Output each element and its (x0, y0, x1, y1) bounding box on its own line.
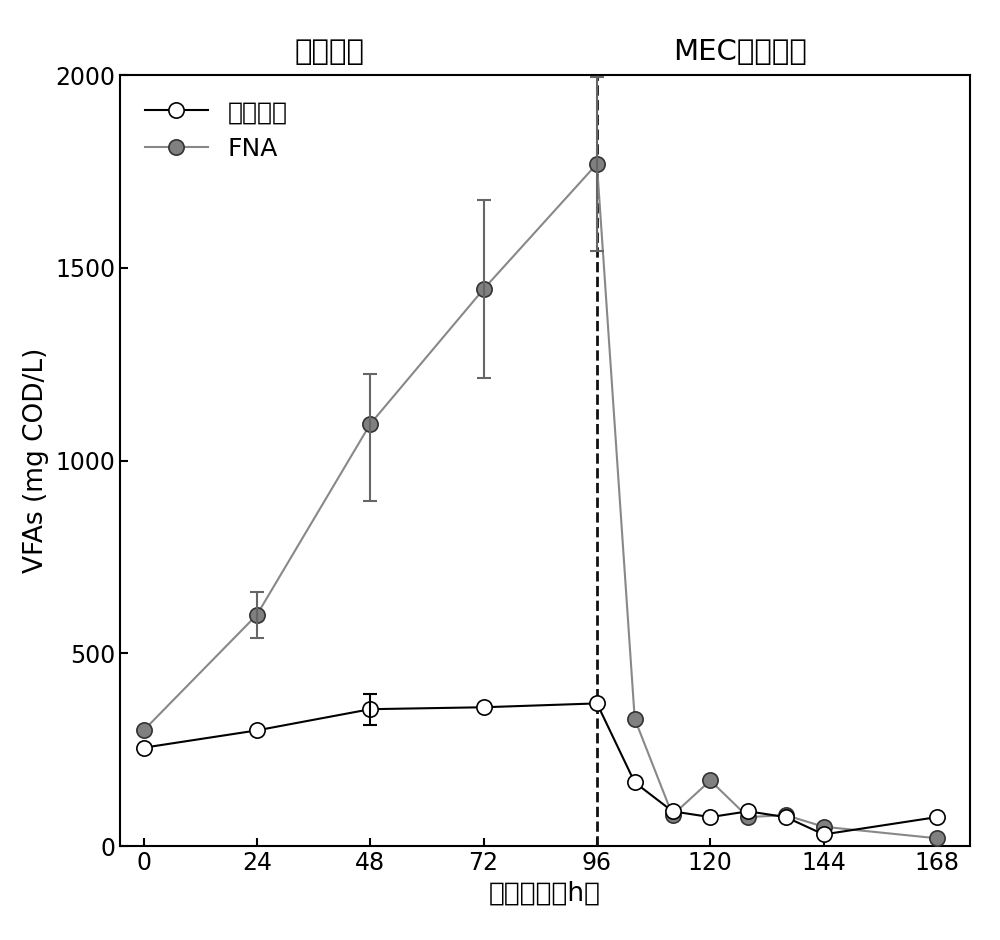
X-axis label: 处理时间（h）: 处理时间（h） (489, 881, 601, 906)
FNA (251, 609, 263, 620)
FNA (591, 158, 603, 169)
FNA (742, 811, 754, 822)
未预处理 (931, 811, 943, 822)
未预处理 (138, 742, 150, 753)
未预处理 (251, 725, 263, 736)
Text: MEC梯级产氢: MEC梯级产氢 (673, 38, 807, 66)
未预处理 (591, 697, 603, 709)
FNA (818, 822, 830, 833)
FNA (629, 713, 641, 725)
未预处理 (666, 806, 678, 817)
FNA (780, 809, 792, 821)
Y-axis label: VFAs (mg COD/L): VFAs (mg COD/L) (23, 348, 49, 573)
Line: FNA: FNA (136, 156, 945, 846)
未预处理 (478, 701, 490, 713)
未预处理 (818, 829, 830, 840)
FNA (704, 775, 716, 786)
Legend: 未预处理, FNA: 未预处理, FNA (132, 87, 300, 173)
Line: 未预处理: 未预处理 (136, 696, 945, 842)
FNA (478, 284, 490, 295)
未预处理 (629, 776, 641, 788)
FNA (666, 809, 678, 821)
Text: 初步发酵: 初步发酵 (295, 38, 365, 66)
未预处理 (364, 703, 376, 714)
未预处理 (704, 811, 716, 822)
FNA (931, 833, 943, 844)
FNA (138, 725, 150, 736)
未预处理 (780, 811, 792, 822)
FNA (364, 418, 376, 430)
未预处理 (742, 806, 754, 817)
